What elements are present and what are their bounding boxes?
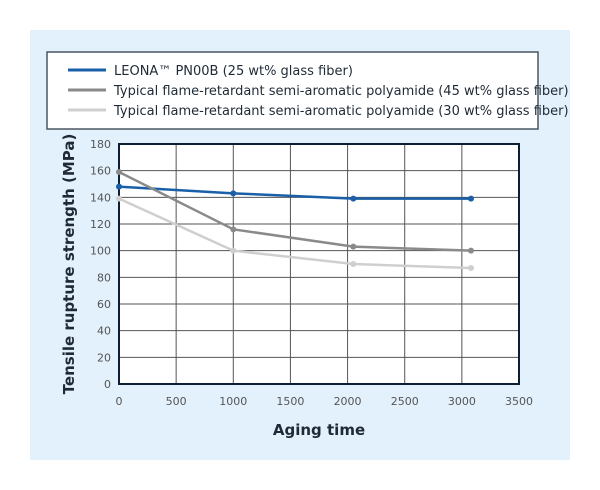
data-point <box>468 247 474 254</box>
x-tick-label: 3000 <box>448 395 476 408</box>
data-point <box>350 195 357 202</box>
x-tick-label: 1500 <box>276 395 304 408</box>
x-tick-label: 2500 <box>391 395 419 408</box>
x-tick-label: 3500 <box>505 395 533 408</box>
series-2 <box>116 169 474 254</box>
legend-box <box>46 51 539 130</box>
data-point <box>350 243 357 250</box>
series-3 <box>116 195 474 271</box>
data-point <box>116 183 122 190</box>
data-point <box>350 261 357 267</box>
series-line <box>118 185 471 200</box>
series-1 <box>116 183 474 202</box>
plot-area <box>119 144 519 384</box>
data-point <box>230 247 237 254</box>
legend-label: Typical flame-retardant semi-aromatic po… <box>113 104 569 119</box>
y-tick-label: 0 <box>104 378 111 391</box>
y-tick-label: 60 <box>97 298 111 311</box>
y-tick-label: 140 <box>90 191 111 204</box>
y-tick-label: 100 <box>90 245 111 258</box>
data-point <box>230 190 237 197</box>
y-tick-label: 180 <box>90 138 111 151</box>
y-tick-label: 160 <box>90 165 111 178</box>
legend-label: Typical flame-retardant semi-aromatic po… <box>113 84 569 99</box>
y-axis-label: Tensile rupture strength (MPa) <box>60 134 78 395</box>
x-axis-label: Aging time <box>273 421 365 439</box>
x-tick-label: 0 <box>116 395 123 408</box>
legend-label: LEONA™ PN00B (25 wt% glass fiber) <box>114 64 353 79</box>
data-point <box>116 195 122 202</box>
y-tick-label: 20 <box>97 351 111 364</box>
data-point <box>468 265 474 271</box>
series-line <box>118 170 472 252</box>
y-tick-label: 80 <box>97 271 111 284</box>
x-tick-label: 500 <box>166 395 187 408</box>
y-tick-label: 40 <box>97 325 111 338</box>
plot-frame <box>118 143 520 385</box>
x-tick-label: 1000 <box>219 395 247 408</box>
data-point <box>468 195 474 202</box>
data-point <box>230 226 237 233</box>
data-point <box>116 169 122 175</box>
series-line <box>118 197 472 270</box>
x-tick-label: 2000 <box>334 395 362 408</box>
y-tick-label: 120 <box>90 218 111 231</box>
